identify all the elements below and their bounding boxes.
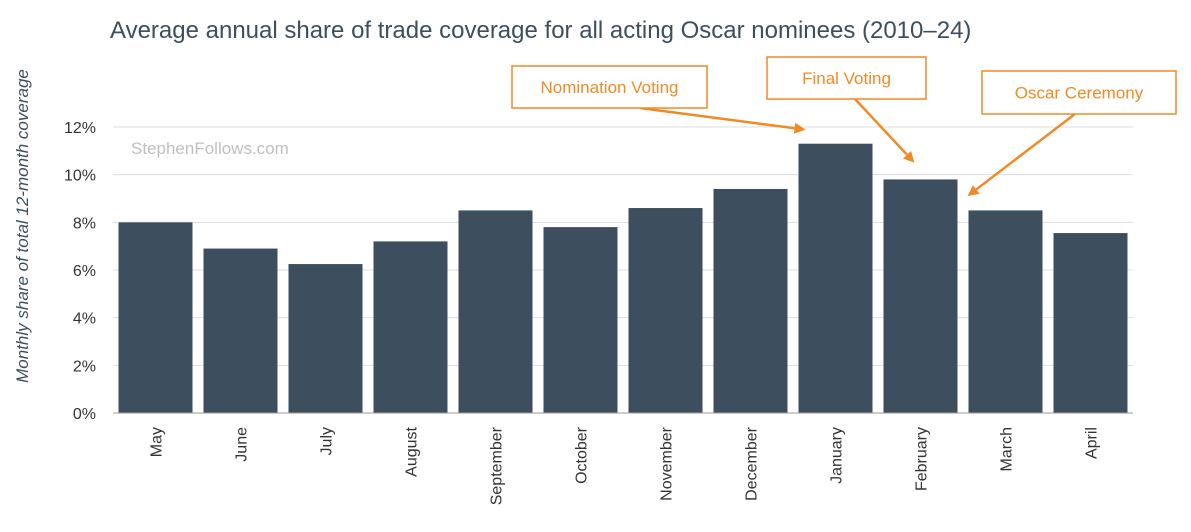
annotation-label: Nomination Voting: [541, 78, 679, 97]
gridlines: [113, 126, 1133, 366]
y-tick-label: 8%: [73, 215, 96, 232]
annotation-box: [766, 56, 927, 100]
y-tick-label: 2%: [73, 358, 96, 375]
y-tick-label: 12%: [64, 120, 96, 137]
x-tick-label: October: [574, 426, 591, 484]
annotation-oscar-ceremony: Oscar Ceremony: [967, 70, 1177, 197]
x-tick-label: June: [234, 427, 251, 462]
annotation-arrow-line: [639, 106, 795, 130]
annotation-arrowhead: [902, 150, 915, 163]
bars: [118, 143, 1128, 413]
annotation-box: [511, 65, 708, 109]
bar-july: [288, 264, 363, 413]
x-tick-label: March: [999, 427, 1016, 471]
bar-december: [713, 188, 788, 413]
y-tick-label: 0%: [73, 406, 96, 423]
x-tick-label: January: [829, 427, 846, 484]
bar-february: [883, 179, 958, 413]
annotation-box: [981, 70, 1177, 115]
bar-november: [628, 208, 703, 413]
watermark: StephenFollows.com: [131, 139, 289, 158]
bar-june: [203, 248, 278, 413]
x-axis-ticks: May June July August September October Novembe…: [149, 426, 1101, 505]
x-tick-label: May: [149, 427, 166, 457]
annotation-final-voting: Final Voting: [766, 56, 927, 163]
y-axis-ticks: 0% 2% 4% 6% 8% 10% 12%: [64, 120, 96, 423]
y-tick-label: 10%: [64, 168, 96, 185]
y-tick-label: 4%: [73, 311, 96, 328]
annotation-arrow-line: [975, 113, 1076, 191]
bar-april: [1053, 233, 1128, 413]
annotation-label: Oscar Ceremony: [1015, 84, 1144, 103]
x-tick-label: April: [1084, 427, 1101, 459]
annotations: Nomination Voting Final Voting Oscar Cerem…: [511, 56, 1177, 197]
y-axis-label: Monthly share of total 12-month coverage: [13, 69, 32, 383]
x-tick-label: February: [914, 427, 931, 491]
bar-may: [118, 222, 193, 413]
x-tick-label: December: [744, 426, 761, 500]
x-tick-label: November: [659, 426, 676, 500]
annotation-arrowhead: [793, 122, 806, 134]
bar-october: [543, 227, 618, 413]
bar-january: [798, 143, 873, 413]
annotation-label: Final Voting: [802, 69, 891, 88]
chart-title: Average annual share of trade coverage f…: [110, 17, 971, 44]
x-tick-label: September: [489, 426, 506, 505]
x-tick-label: August: [404, 426, 421, 476]
bar-september: [458, 210, 533, 413]
annotation-nomination-voting: Nomination Voting: [511, 65, 806, 134]
annotation-arrow-line: [854, 98, 908, 156]
annotation-arrowhead: [967, 185, 980, 197]
x-tick-label: July: [319, 427, 336, 455]
bar-august: [373, 241, 448, 413]
bar-march: [968, 210, 1043, 413]
y-tick-label: 6%: [73, 263, 96, 280]
